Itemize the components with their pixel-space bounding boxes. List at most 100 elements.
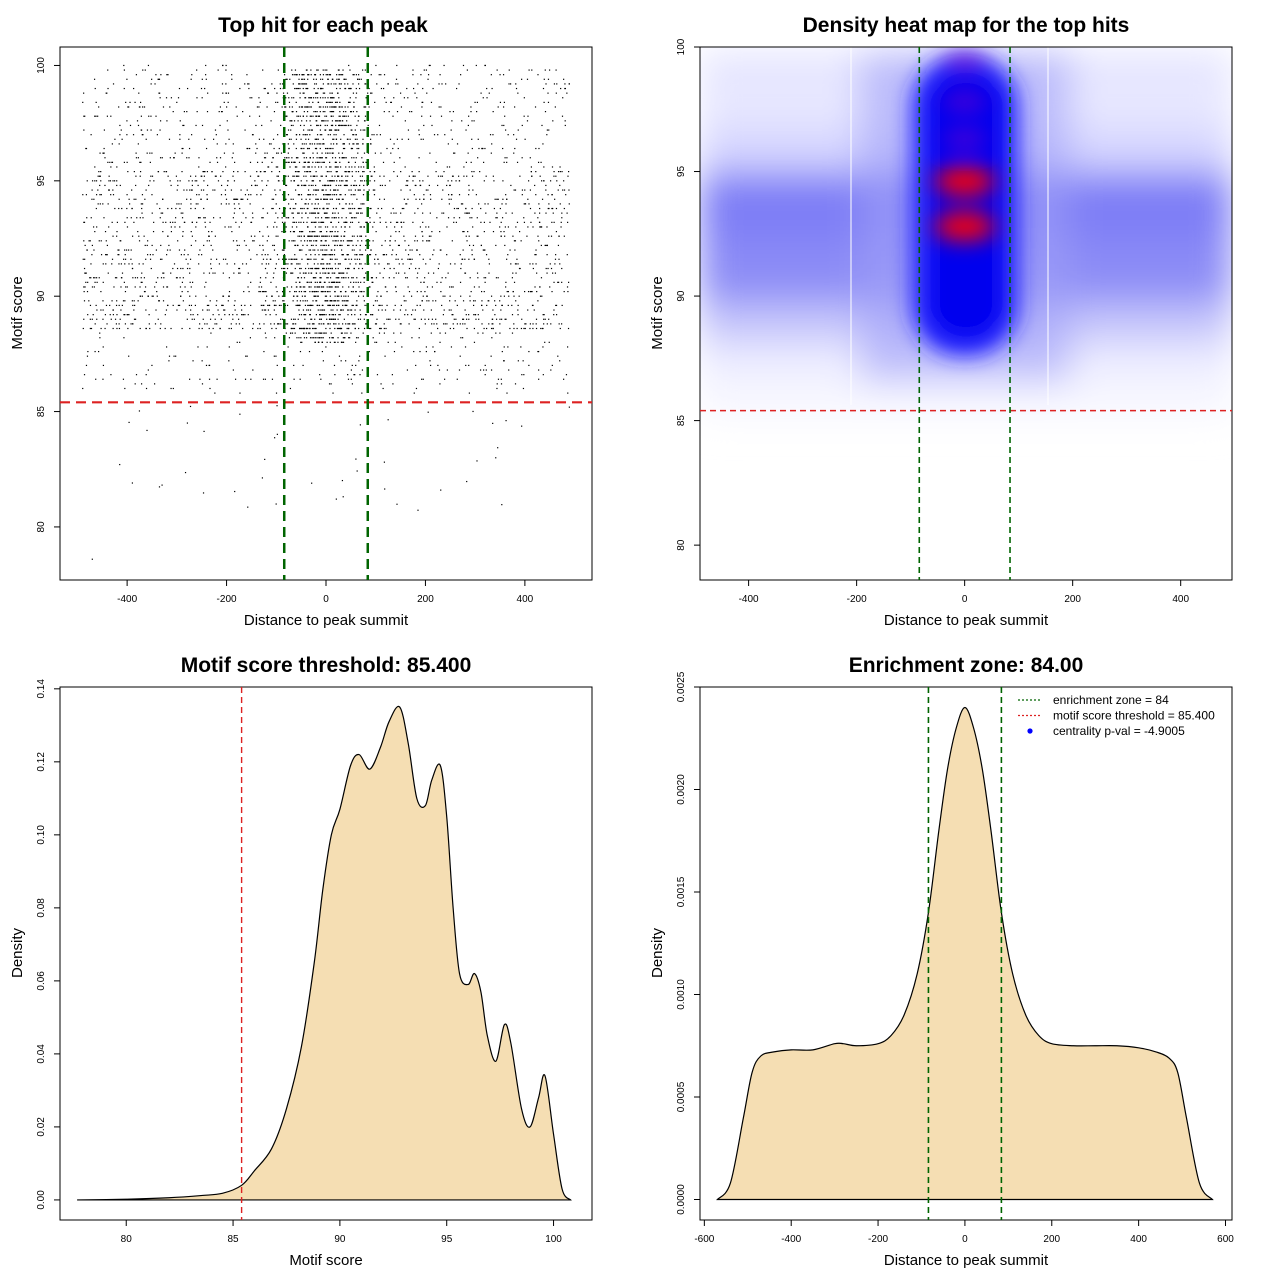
scatter-point	[395, 254, 397, 256]
scatter-point	[389, 138, 392, 140]
scatter-point	[324, 295, 327, 297]
scatter-point	[563, 235, 565, 237]
scatter-point	[530, 290, 532, 293]
scatter-point	[322, 221, 325, 223]
scatter-point	[189, 378, 191, 380]
y-tick-label: 0.10	[36, 825, 47, 845]
scatter-point	[296, 115, 298, 117]
scatter-point	[133, 171, 135, 173]
scatter-point	[306, 87, 308, 90]
scatter-point	[568, 203, 570, 205]
scatter-point	[333, 300, 335, 302]
scatter-point	[341, 207, 343, 210]
scatter-point	[365, 97, 367, 99]
scatter-point	[272, 300, 274, 302]
scatter-point	[496, 217, 498, 219]
scatter-point	[374, 300, 377, 302]
scatter-point	[364, 263, 366, 265]
scatter-point	[422, 221, 424, 223]
scatter-point	[197, 217, 200, 219]
scatter-point	[303, 111, 305, 113]
scatter-point	[405, 203, 407, 205]
scatter-point	[506, 258, 508, 260]
scatter-point	[337, 277, 339, 279]
x-tick-label: 0	[323, 594, 329, 605]
scatter-point	[316, 286, 318, 288]
scatter-point	[413, 350, 415, 353]
scatter-point	[306, 226, 309, 228]
scatter-point	[357, 120, 359, 122]
scatter-point	[322, 189, 324, 191]
scatter-point	[271, 327, 273, 330]
scatter-point	[201, 254, 203, 256]
scatter-point	[300, 314, 303, 316]
scatter-point	[439, 332, 441, 334]
scatter-point	[325, 314, 327, 316]
scatter-point	[559, 184, 561, 187]
scatter-point	[296, 286, 298, 288]
scatter-point	[473, 304, 475, 307]
scatter-point	[330, 332, 332, 334]
scatter-point	[131, 189, 133, 191]
scatter-point	[413, 175, 415, 177]
scatter-point	[415, 267, 417, 270]
scatter-point	[137, 230, 139, 233]
scatter-point	[300, 194, 303, 196]
scatter-point	[513, 295, 515, 297]
scatter-point	[400, 189, 402, 191]
scatter-point	[322, 69, 324, 71]
scatter-point	[325, 194, 327, 196]
scatter-point	[300, 327, 302, 330]
scatter-point	[420, 74, 422, 76]
scatter-point	[178, 87, 181, 90]
scatter-point	[506, 392, 508, 394]
scatter-point	[108, 189, 110, 191]
scatter-point	[468, 235, 470, 237]
scatter-point	[343, 78, 345, 80]
scatter-point	[361, 254, 364, 256]
scatter-point	[343, 207, 345, 210]
scatter-point	[343, 134, 345, 136]
scatter-point	[330, 235, 333, 237]
scatter-point	[83, 115, 85, 117]
scatter-point	[427, 175, 429, 177]
scatter-point	[353, 281, 355, 283]
scatter-point	[452, 175, 454, 177]
scatter-point	[309, 198, 311, 200]
scatter-point	[203, 430, 205, 433]
scatter-point	[514, 383, 517, 385]
scatter-point	[462, 203, 464, 205]
scatter-point	[261, 309, 263, 311]
scatter-point	[517, 304, 519, 307]
scatter-point	[316, 143, 318, 145]
scatter-point	[124, 387, 126, 390]
scatter-point	[267, 166, 269, 168]
scatter-point	[123, 64, 125, 67]
scatter-point	[431, 124, 433, 127]
scatter-point	[145, 309, 147, 311]
scatter-point	[89, 277, 91, 279]
y-tick-label: 90	[36, 290, 47, 302]
scatter-point	[259, 277, 262, 279]
scatter-point	[216, 300, 218, 302]
scatter-point	[302, 286, 304, 288]
scatter-point	[139, 286, 141, 288]
scatter-point	[332, 143, 335, 145]
scatter-point	[320, 175, 322, 177]
scatter-point	[86, 180, 88, 182]
scatter-point	[488, 323, 490, 325]
scatter-point	[190, 203, 192, 205]
scatter-point	[319, 129, 322, 131]
scatter-point	[166, 120, 168, 122]
scatter-point	[300, 240, 302, 242]
scatter-point	[422, 378, 424, 380]
scatter-point	[312, 249, 314, 251]
scatter-point	[393, 97, 395, 99]
scatter-point	[298, 194, 300, 196]
scatter-point	[169, 180, 171, 182]
scatter-point	[180, 267, 182, 270]
scatter-point	[287, 143, 289, 145]
scatter-point	[395, 318, 397, 320]
scatter-point	[311, 323, 314, 325]
scatter-point	[489, 221, 491, 223]
